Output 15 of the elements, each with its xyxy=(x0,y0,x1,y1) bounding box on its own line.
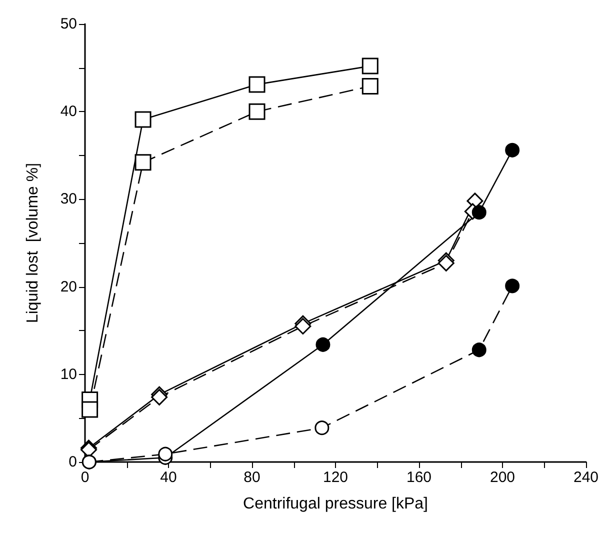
y-tick-label: 30 xyxy=(60,190,77,208)
x-tick-label: 40 xyxy=(160,469,177,486)
x-tick-label: 240 xyxy=(573,469,599,486)
x-axis-title: Centrifugal pressure [kPa] xyxy=(243,496,428,512)
y-axis-title: Liquid lost [volume %] xyxy=(24,162,42,324)
x-tick-label: 160 xyxy=(406,469,432,486)
y-tick-label: 40 xyxy=(60,103,77,120)
x-tick-label: 120 xyxy=(322,469,348,486)
x-tick-label: 80 xyxy=(244,469,260,486)
y-tick-label: 20 xyxy=(60,278,77,296)
y-tick-label: 10 xyxy=(60,366,77,383)
x-tick-label: 0 xyxy=(80,469,90,486)
x-tick-label: 200 xyxy=(490,469,516,486)
y-tick-label: 50 xyxy=(60,16,77,32)
y-tick-label: 0 xyxy=(68,454,77,470)
